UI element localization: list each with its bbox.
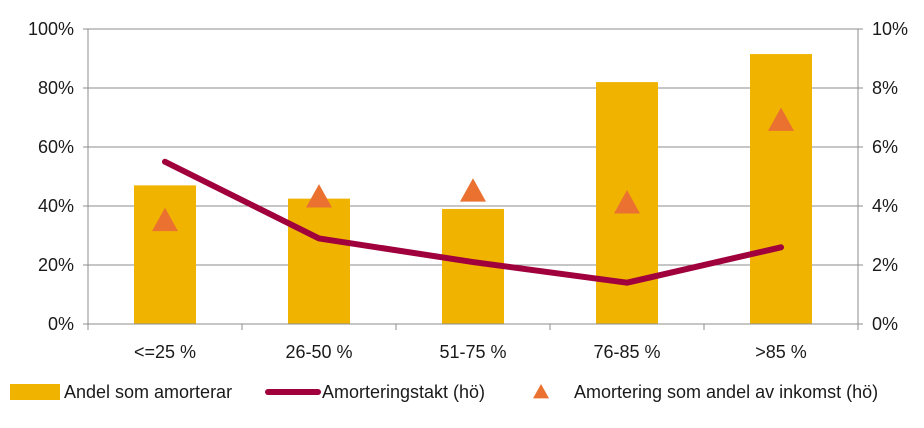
y-tick-label-right: 8% bbox=[872, 78, 898, 98]
x-axis-labels: <=25 % 26-50 % 51-75 % 76-85 % >85 % bbox=[134, 342, 807, 362]
y-tick-label-left: 40% bbox=[38, 196, 74, 216]
y-tick-label-right: 10% bbox=[872, 19, 908, 39]
triangle-marker bbox=[768, 107, 794, 131]
triangle-marker bbox=[460, 178, 486, 202]
y-axis-left-labels: 0% 20% 40% 60% 80% 100% bbox=[28, 19, 74, 334]
legend-label-bar: Andel som amorterar bbox=[64, 382, 232, 402]
gridlines bbox=[88, 28, 858, 266]
y-tick-label-left: 80% bbox=[38, 78, 74, 98]
legend-label-marker: Amortering som andel av inkomst (hö) bbox=[574, 382, 878, 402]
y-tick-label-right: 2% bbox=[872, 255, 898, 275]
x-tick-label: 26-50 % bbox=[285, 342, 352, 362]
legend: Andel som amorterar Amorteringstakt (hö) A… bbox=[10, 382, 878, 402]
bar bbox=[134, 185, 196, 324]
legend-label-line: Amorteringstakt (hö) bbox=[322, 382, 485, 402]
x-tick-label: >85 % bbox=[755, 342, 807, 362]
triangle-marker bbox=[152, 207, 178, 232]
legend-swatch-marker bbox=[533, 384, 549, 399]
x-tick-label: <=25 % bbox=[134, 342, 196, 362]
legend-swatch-bar bbox=[10, 384, 60, 400]
y-axis-right-labels: 0% 2% 4% 6% 8% 10% bbox=[872, 19, 908, 334]
bar bbox=[288, 198, 350, 324]
y-tick-label-left: 100% bbox=[28, 19, 74, 39]
y-tick-label-left: 60% bbox=[38, 137, 74, 157]
triangle-marker bbox=[614, 190, 640, 214]
y-tick-label-right: 4% bbox=[872, 196, 898, 216]
y-tick-label-left: 0% bbox=[48, 314, 74, 334]
x-tick-label: 76-85 % bbox=[593, 342, 660, 362]
line-series bbox=[162, 158, 784, 286]
y-tick-label-right: 0% bbox=[872, 314, 898, 334]
marker-series bbox=[152, 107, 794, 232]
y-tick-label-right: 6% bbox=[872, 137, 898, 157]
x-tick-label: 51-75 % bbox=[439, 342, 506, 362]
y-tick-label-left: 20% bbox=[38, 255, 74, 275]
bar bbox=[750, 54, 812, 324]
triangle-marker bbox=[306, 184, 332, 208]
axes bbox=[83, 28, 863, 330]
